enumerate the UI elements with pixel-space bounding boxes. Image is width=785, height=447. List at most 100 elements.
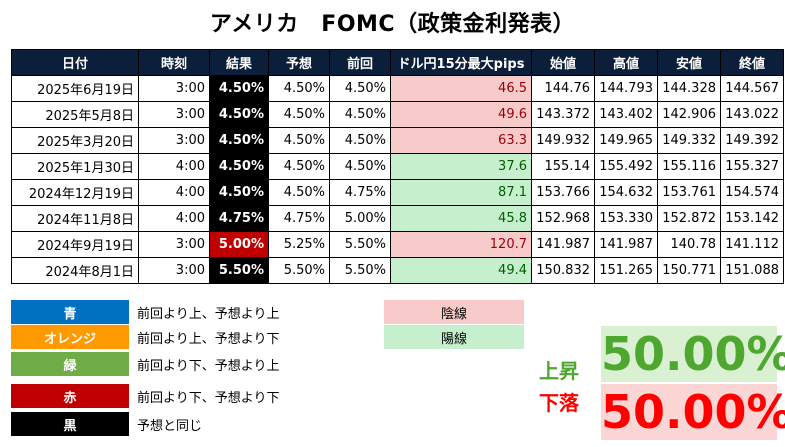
col-open-header: 始値 [531, 49, 595, 76]
pips-cell: 49.4 [390, 257, 532, 284]
table-row: 2025年3月20日 3:00 4.50% 4.50% 4.50% 63.3 149.932… [11, 127, 784, 154]
result-cell: 4.50% [209, 75, 269, 102]
previous-cell: 5.00% [329, 205, 391, 232]
open-cell: 152.968 [531, 205, 595, 232]
table-row: 2025年5月8日 3:00 4.50% 4.50% 4.50% 49.6 143.372 1… [11, 101, 784, 128]
col-result-header: 結果 [209, 49, 269, 76]
date-cell: 2024年12月19日 [11, 179, 139, 206]
close-cell: 149.392 [720, 127, 784, 154]
table-header-row: 日付 時刻 結果 予想 前回 ドル円15分最大pips 始値 高値 安値 終値 [11, 49, 784, 76]
open-cell: 144.76 [531, 75, 595, 102]
previous-cell: 5.50% [329, 257, 391, 284]
high-cell: 155.492 [594, 153, 658, 180]
bullish-candle-legend: 陽線 [384, 325, 524, 349]
forecast-cell: 5.50% [268, 257, 330, 284]
close-cell: 154.574 [720, 179, 784, 206]
table-row: 2024年12月19日 4:00 4.50% 4.50% 4.75% 87.1 153.76… [11, 179, 784, 206]
legend-description: 前回より上、予想より下 [137, 331, 280, 347]
date-cell: 2024年9月19日 [11, 231, 139, 258]
low-cell: 153.761 [657, 179, 721, 206]
close-cell: 141.112 [720, 231, 784, 258]
up-rate: 50.00% [601, 326, 785, 382]
time-cell: 3:00 [138, 75, 210, 102]
legend-description: 前回より下、予想より下 [137, 390, 280, 406]
result-cell: 5.00% [209, 231, 269, 258]
close-cell: 143.022 [720, 101, 784, 128]
high-cell: 141.987 [594, 231, 658, 258]
forecast-cell: 4.50% [268, 127, 330, 154]
high-cell: 151.265 [594, 257, 658, 284]
table-row: 2025年6月19日 3:00 4.50% 4.50% 4.50% 46.5 144.76 1… [11, 75, 784, 102]
open-cell: 143.372 [531, 101, 595, 128]
time-cell: 3:00 [138, 101, 210, 128]
forecast-cell: 4.75% [268, 205, 330, 232]
result-cell: 4.50% [209, 101, 269, 128]
time-cell: 3:00 [138, 127, 210, 154]
col-forecast-header: 予想 [268, 49, 330, 76]
table-row: 2024年8月1日 3:00 5.50% 5.50% 5.50% 49.4 150.832 1… [11, 257, 784, 284]
time-cell: 4:00 [138, 179, 210, 206]
col-pips-header: ドル円15分最大pips [390, 49, 532, 76]
date-cell: 2025年6月19日 [11, 75, 139, 102]
high-cell: 149.965 [594, 127, 658, 154]
legend-description: 予想と同じ [137, 418, 203, 434]
previous-cell: 4.50% [329, 101, 391, 128]
result-cell: 4.75% [209, 205, 269, 232]
open-cell: 141.987 [531, 231, 595, 258]
pips-cell: 63.3 [390, 127, 532, 154]
legend-swatch: 青 [11, 300, 129, 324]
down-label: 下落 [539, 391, 579, 415]
up-label: 上昇 [539, 359, 579, 383]
legend-description: 前回より下、予想より上 [137, 358, 280, 374]
col-time-header: 時刻 [138, 49, 210, 76]
fomc-table: 日付 時刻 結果 予想 前回 ドル円15分最大pips 始値 高値 安値 終値 … [11, 49, 784, 284]
result-cell: 4.50% [209, 153, 269, 180]
close-cell: 151.088 [720, 257, 784, 284]
low-cell: 152.872 [657, 205, 721, 232]
time-cell: 3:00 [138, 257, 210, 284]
down-rate: 50.00% [601, 384, 785, 440]
result-cell: 4.50% [209, 179, 269, 206]
date-cell: 2025年3月20日 [11, 127, 139, 154]
forecast-cell: 4.50% [268, 75, 330, 102]
col-high-header: 高値 [594, 49, 658, 76]
col-close-header: 終値 [720, 49, 784, 76]
result-cell: 5.50% [209, 257, 269, 284]
pips-cell: 120.7 [390, 231, 532, 258]
low-cell: 155.116 [657, 153, 721, 180]
close-cell: 153.142 [720, 205, 784, 232]
bearish-candle-legend: 陰線 [384, 300, 524, 324]
col-date-header: 日付 [11, 49, 139, 76]
date-cell: 2024年8月1日 [11, 257, 139, 284]
time-cell: 4:00 [138, 153, 210, 180]
pips-cell: 49.6 [390, 101, 532, 128]
open-cell: 150.832 [531, 257, 595, 284]
open-cell: 153.766 [531, 179, 595, 206]
previous-cell: 4.50% [329, 127, 391, 154]
pips-cell: 87.1 [390, 179, 532, 206]
high-cell: 144.793 [594, 75, 658, 102]
pips-cell: 45.8 [390, 205, 532, 232]
previous-cell: 4.75% [329, 179, 391, 206]
time-cell: 3:00 [138, 231, 210, 258]
result-cell: 4.50% [209, 127, 269, 154]
table-body: 2025年6月19日 3:00 4.50% 4.50% 4.50% 46.5 144.76 1… [11, 75, 784, 284]
forecast-cell: 4.50% [268, 101, 330, 128]
legend-swatch: 緑 [11, 352, 129, 376]
previous-cell: 5.50% [329, 231, 391, 258]
open-cell: 155.14 [531, 153, 595, 180]
legend-swatch: 赤 [11, 384, 129, 408]
table-row: 2024年9月19日 3:00 5.00% 5.25% 5.50% 120.7 141.98… [11, 231, 784, 258]
page-title: アメリカ FOMC（政策金利発表） [209, 12, 576, 37]
table-row: 2024年11月8日 4:00 4.75% 4.75% 5.00% 45.8 152.968… [11, 205, 784, 232]
low-cell: 144.328 [657, 75, 721, 102]
pips-cell: 37.6 [390, 153, 532, 180]
forecast-cell: 5.25% [268, 231, 330, 258]
high-cell: 154.632 [594, 179, 658, 206]
col-previous-header: 前回 [329, 49, 391, 76]
date-cell: 2024年11月8日 [11, 205, 139, 232]
legend-description: 前回より上、予想より上 [137, 306, 280, 322]
pips-cell: 46.5 [390, 75, 532, 102]
close-cell: 144.567 [720, 75, 784, 102]
forecast-cell: 4.50% [268, 179, 330, 206]
